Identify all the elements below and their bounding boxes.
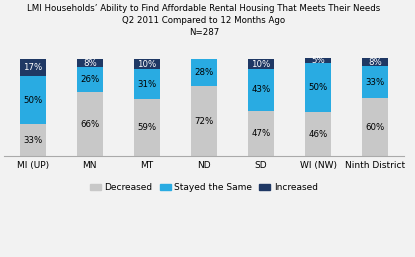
Text: 10%: 10%: [251, 60, 271, 69]
Title: LMI Households’ Ability to Find Affordable Rental Housing That Meets Their Needs: LMI Households’ Ability to Find Affordab…: [27, 4, 381, 37]
Text: 5%: 5%: [311, 56, 325, 65]
Bar: [248, 59, 274, 69]
Text: 33%: 33%: [23, 136, 42, 145]
Text: 50%: 50%: [308, 83, 328, 92]
Bar: [77, 92, 103, 157]
Bar: [305, 58, 331, 63]
Text: 31%: 31%: [137, 79, 156, 88]
Text: 26%: 26%: [80, 75, 100, 84]
Bar: [191, 59, 217, 86]
Text: 33%: 33%: [366, 78, 385, 87]
Bar: [20, 124, 46, 157]
Text: 10%: 10%: [137, 60, 156, 69]
Bar: [362, 66, 388, 98]
Bar: [305, 63, 331, 112]
Text: 28%: 28%: [194, 68, 214, 77]
Text: 50%: 50%: [23, 96, 42, 105]
Text: 8%: 8%: [83, 59, 97, 68]
Bar: [191, 86, 217, 157]
Bar: [305, 112, 331, 157]
Text: 43%: 43%: [251, 85, 271, 94]
Bar: [77, 67, 103, 92]
Text: 66%: 66%: [80, 120, 100, 129]
Text: 60%: 60%: [366, 123, 385, 132]
Bar: [248, 69, 274, 111]
Bar: [362, 58, 388, 66]
Bar: [134, 69, 160, 99]
Text: 47%: 47%: [251, 129, 271, 138]
Text: 59%: 59%: [137, 123, 156, 132]
Text: 46%: 46%: [308, 130, 328, 139]
Bar: [20, 76, 46, 124]
Bar: [248, 111, 274, 157]
Bar: [134, 59, 160, 69]
Legend: Decreased, Stayed the Same, Increased: Decreased, Stayed the Same, Increased: [86, 179, 322, 196]
Text: 8%: 8%: [369, 58, 382, 67]
Text: 72%: 72%: [194, 117, 214, 126]
Bar: [134, 99, 160, 157]
Text: 17%: 17%: [23, 63, 42, 72]
Bar: [77, 59, 103, 67]
Bar: [20, 59, 46, 76]
Bar: [362, 98, 388, 157]
